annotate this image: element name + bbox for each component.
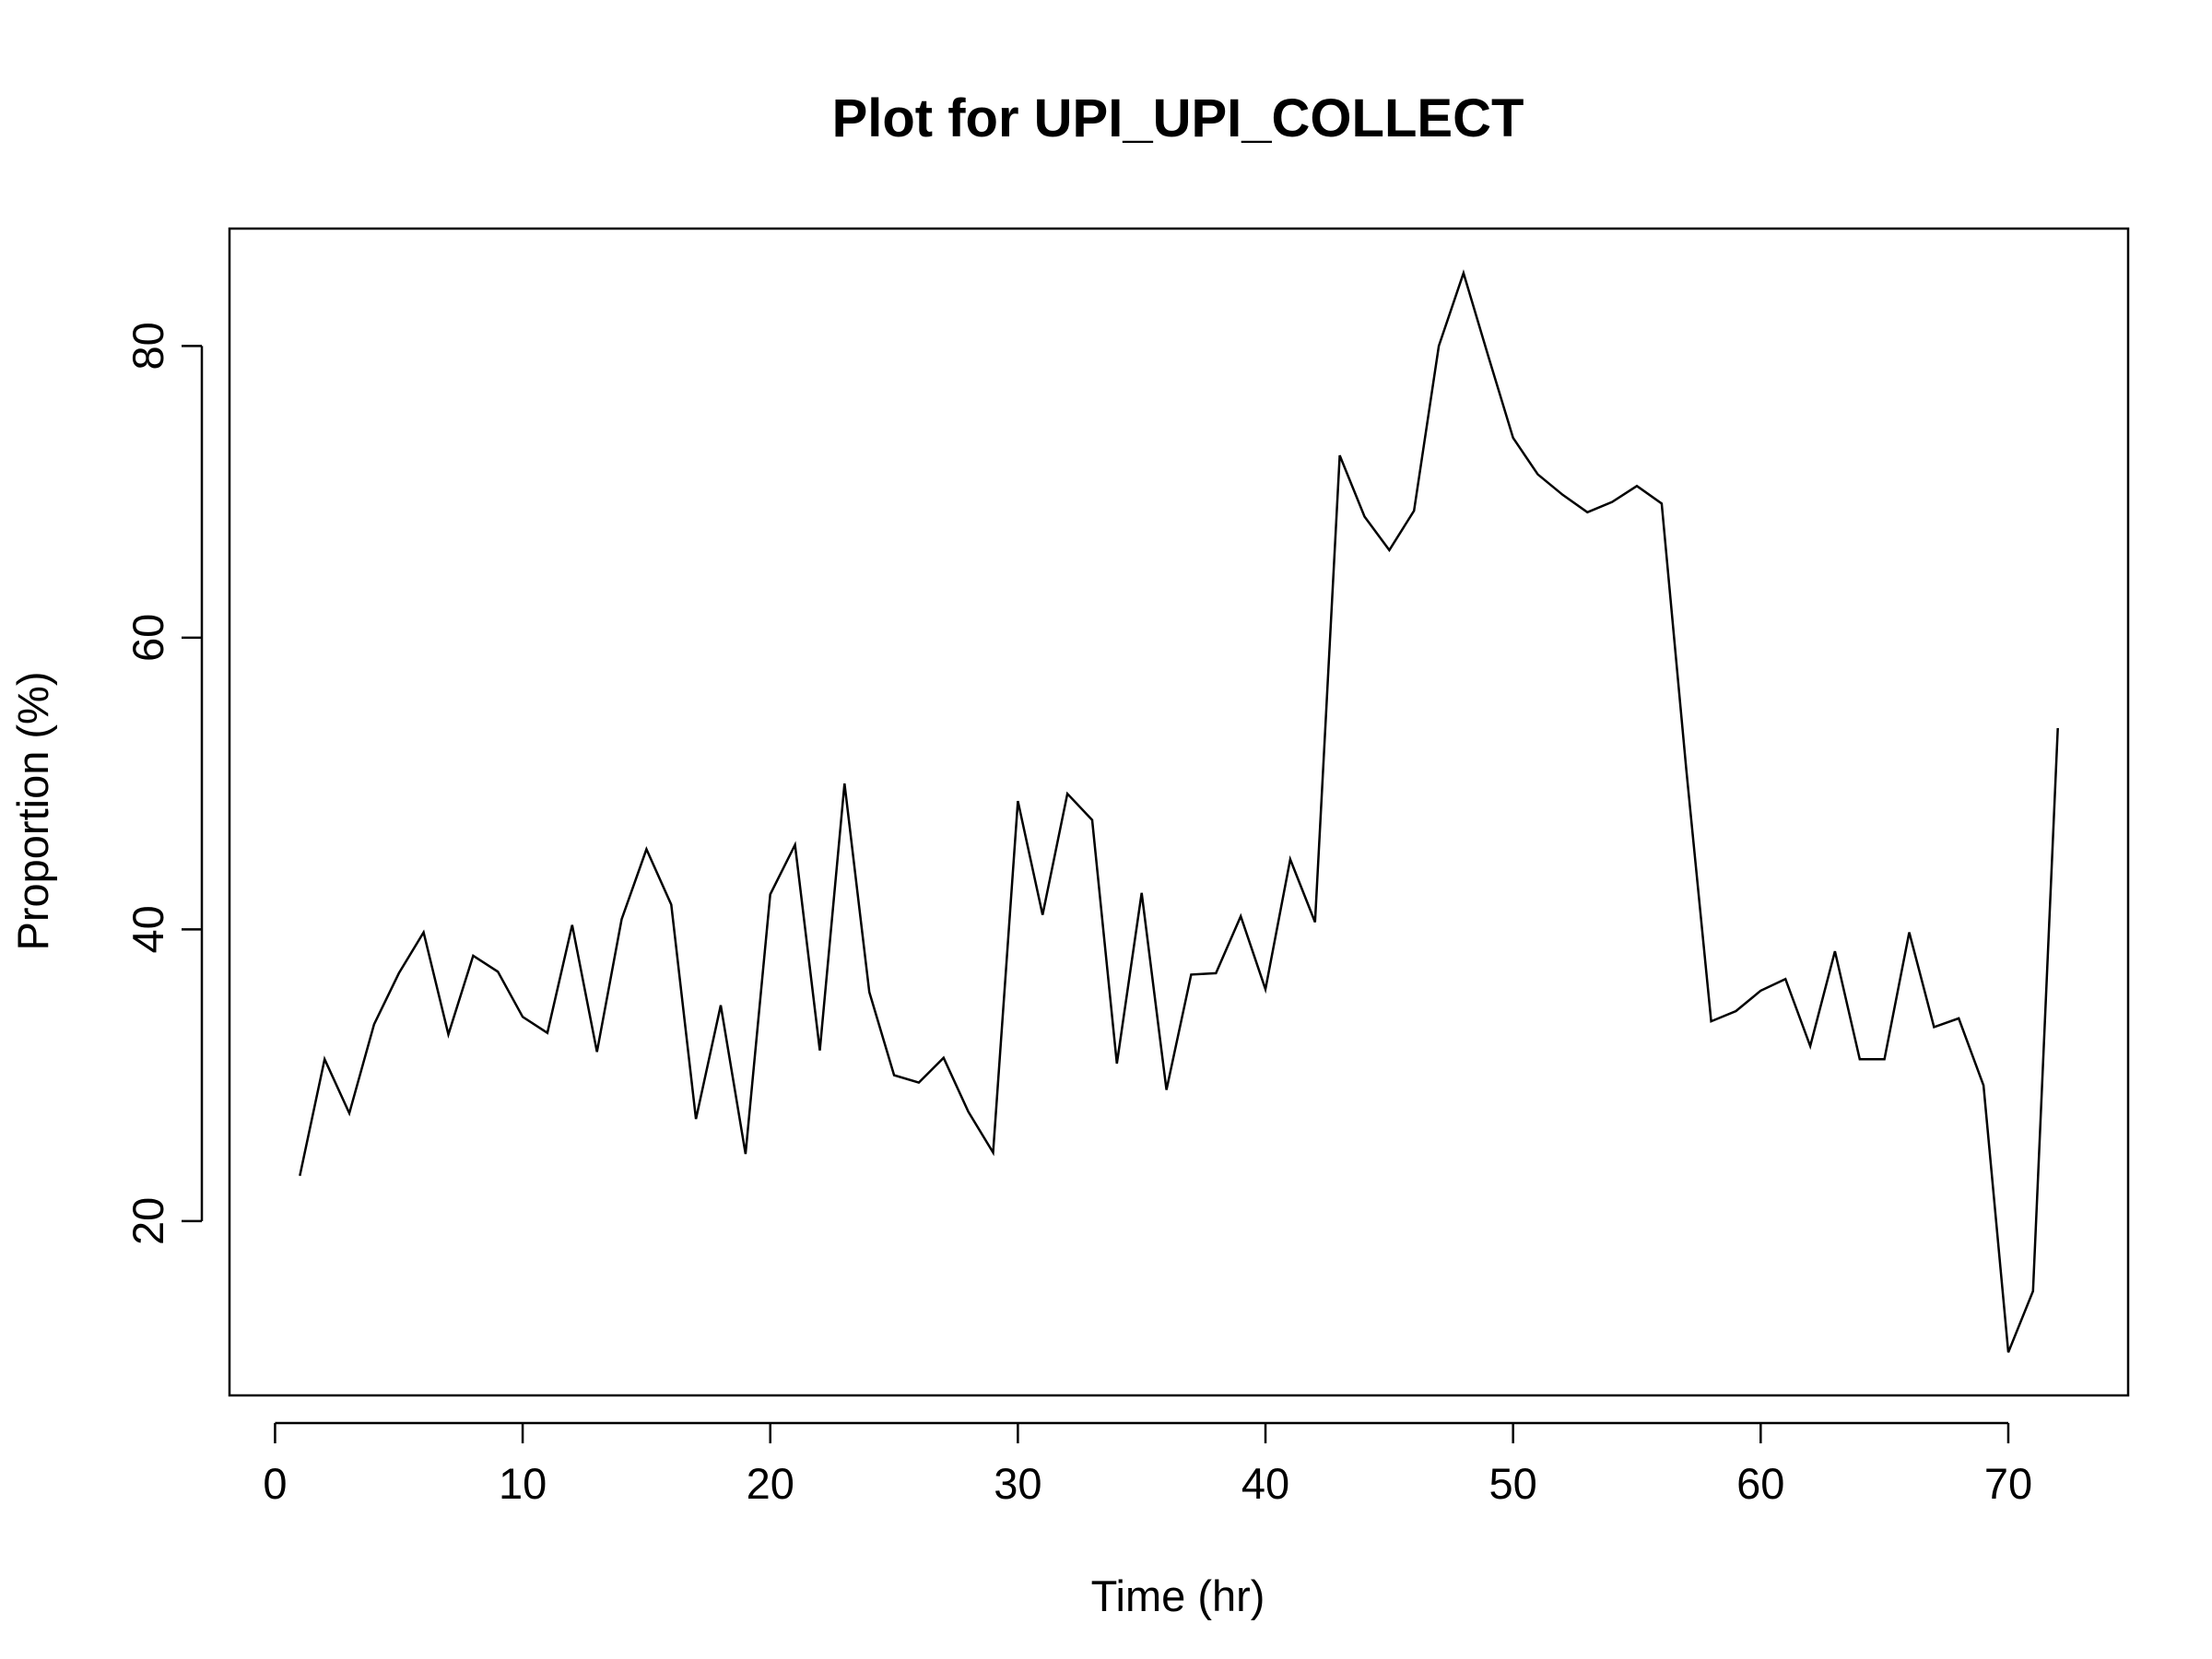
x-tick-label: 10 (499, 1459, 547, 1508)
chart-title: Plot for UPI_UPI_COLLECT (832, 88, 1524, 148)
x-tick-label: 30 (994, 1459, 1041, 1508)
x-axis-label: Time (hr) (1091, 1571, 1265, 1620)
data-series-line (299, 269, 2059, 1353)
plot-area-frame (228, 227, 2130, 1397)
y-axis: 20 40 60 80 (124, 322, 204, 1245)
x-tick-label: 40 (1241, 1459, 1289, 1508)
x-tick-label: 50 (1489, 1459, 1537, 1508)
y-tick-label: 60 (124, 614, 172, 662)
y-axis-label: Proportion (%) (8, 672, 57, 951)
x-tick-label: 0 (263, 1459, 287, 1508)
y-tick-label: 40 (124, 905, 172, 953)
x-tick-label: 60 (1736, 1459, 1784, 1508)
y-tick-label: 20 (124, 1197, 172, 1245)
y-tick-label: 80 (124, 322, 172, 370)
x-tick-label: 70 (1984, 1459, 2032, 1508)
x-axis: 0 10 20 30 40 50 60 70 (263, 1421, 2032, 1508)
x-tick-label: 20 (747, 1459, 794, 1508)
